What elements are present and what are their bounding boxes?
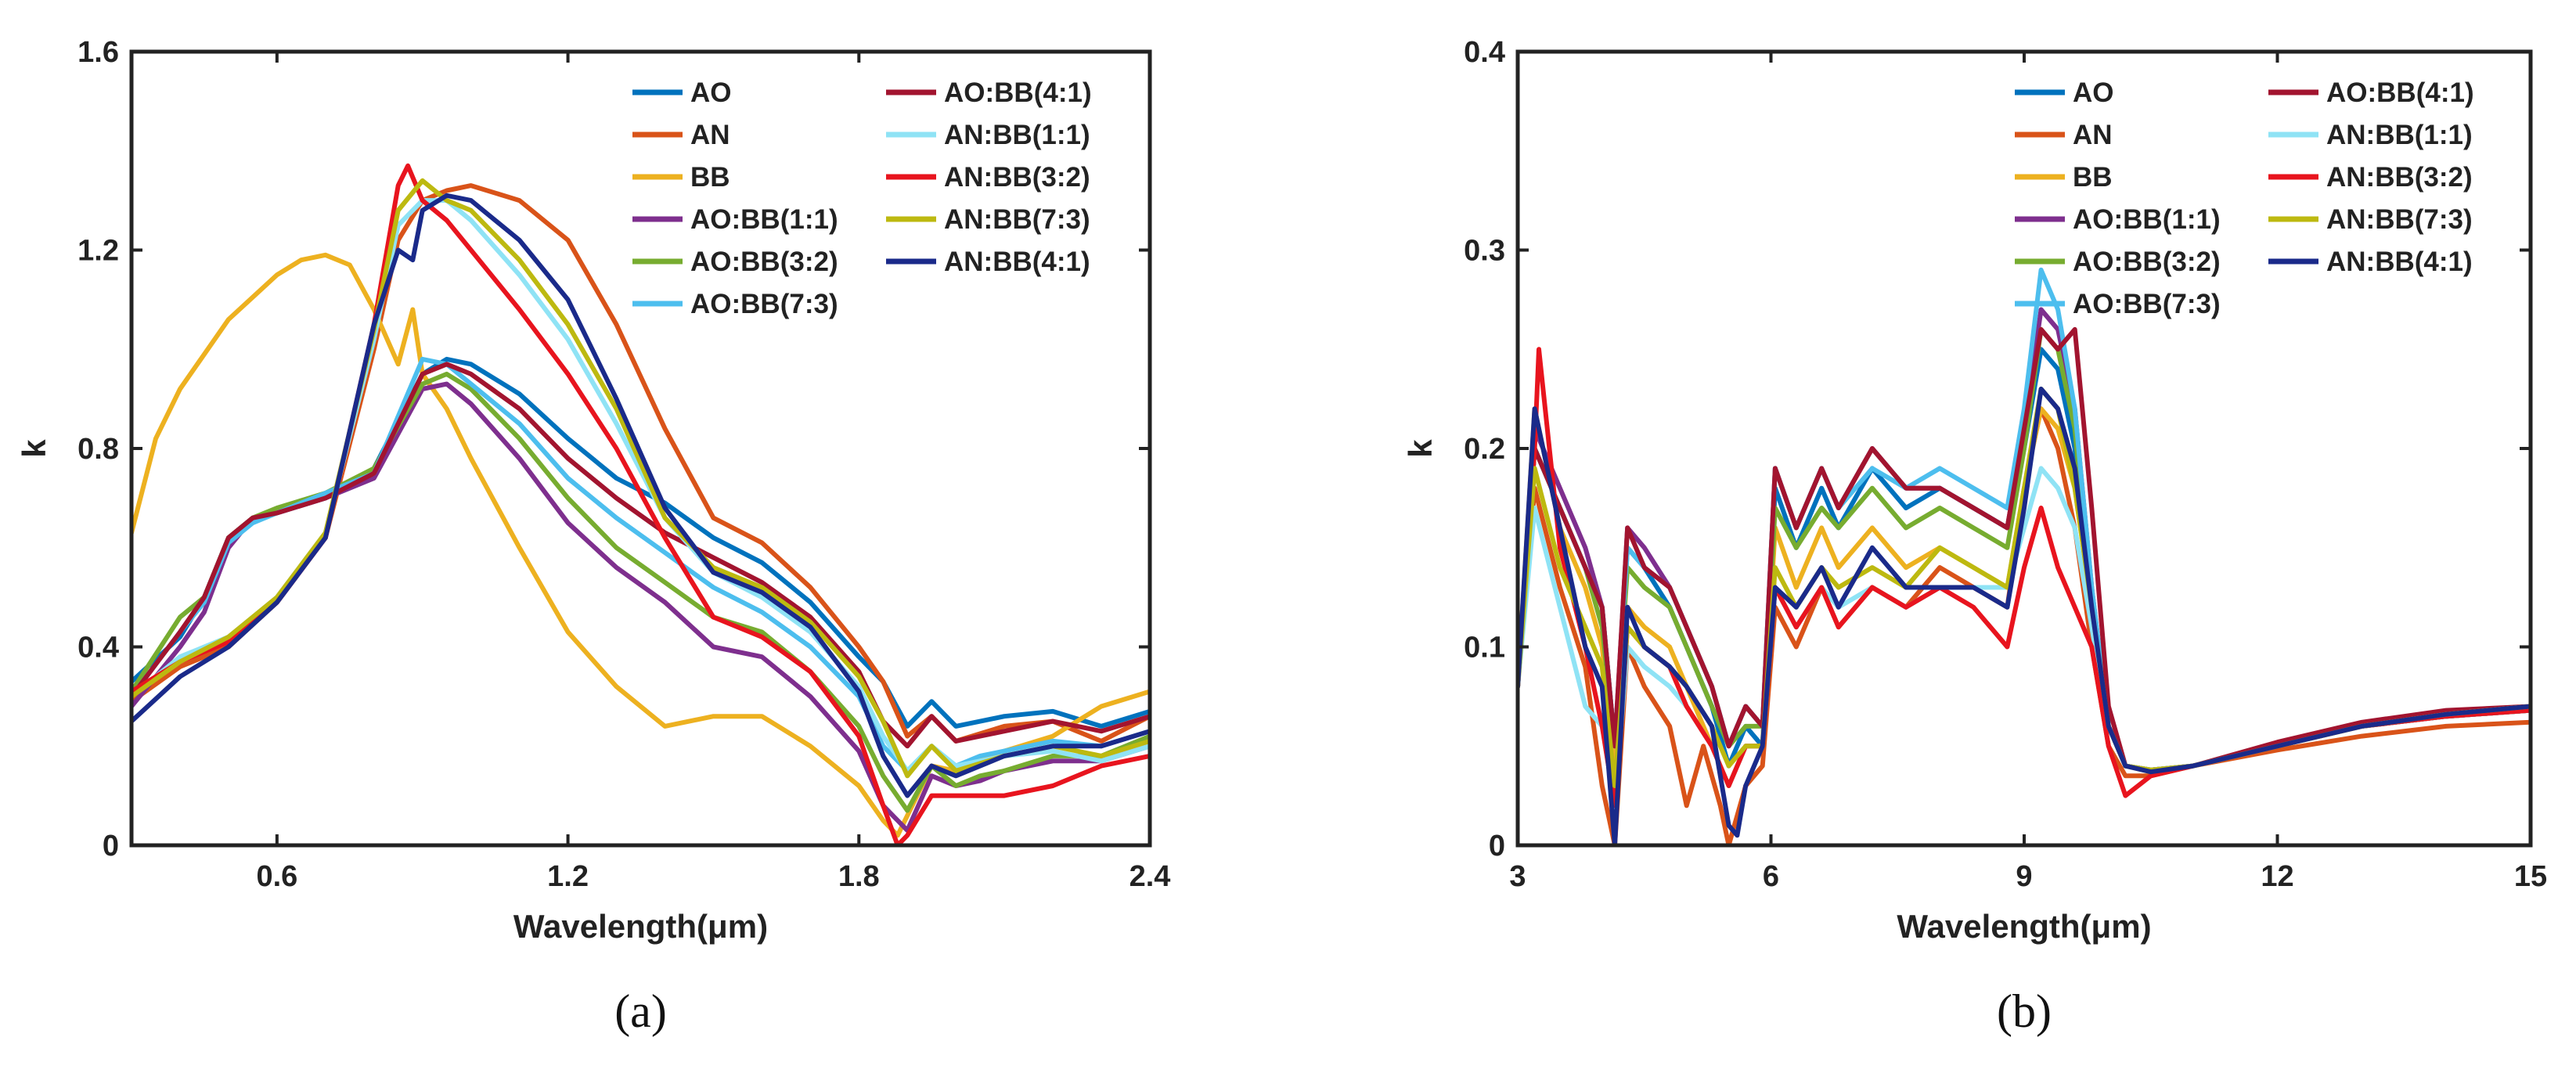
x-tick-label: 0.6 [256,860,297,893]
legend-item: AN [2015,120,2113,150]
y-tick-label: 0 [1489,830,1505,863]
y-tick-label: 0.4 [1464,36,1505,69]
series-line-ao-bb-3-2- [132,371,1150,813]
y-tick-label: 0.1 [1464,632,1505,664]
x-tick-label: 9 [2016,860,2032,893]
panel-label: (b) [1997,985,2052,1037]
legend-label: AN:BB(7:3) [944,204,1090,235]
legend-item: AN:BB(7:3) [2268,204,2473,235]
y-tick-label: 0.4 [77,632,119,664]
legend-item: AN:BB(7:3) [886,204,1090,235]
series-line-ao-bb-7-3- [132,356,1150,773]
series-line-an-bb-4-1- [1518,387,2531,845]
legend-label: AN:BB(1:1) [944,120,1090,150]
legend-label: AO:BB(1:1) [2073,204,2221,235]
legend: AO AN BB AO:BB(1:1) AO:BB(3:2) AO:BB(7:3) AO:B… [2015,77,2474,319]
y-tick-label: 1.6 [77,36,119,69]
legend-label: AO:BB(4:1) [2326,77,2474,108]
legend-label: AN:BB(3:2) [944,162,1090,193]
x-tick-label: 1.2 [547,860,589,893]
series-line-bb [132,252,1150,838]
legend-label: AN:BB(4:1) [944,247,1090,277]
series-line-ao-bb-1-1- [1518,307,2531,772]
legend-label: AO:BB(7:3) [690,289,838,319]
x-tick-label: 1.8 [838,860,880,893]
x-tick-label: 12 [2261,860,2293,893]
legend-label: AN [690,120,730,150]
legend-item: AN:BB(1:1) [2268,120,2473,150]
x-tick-label: 3 [1509,860,1526,893]
legend-label: AO:BB(3:2) [690,247,838,277]
legend-item: AO:BB(1:1) [2015,204,2221,235]
legend-item: AN:BB(3:2) [2268,162,2473,193]
y-tick-label: 0.8 [77,433,119,466]
y-axis-label: k [1402,439,1439,458]
legend-item: BB [632,162,730,193]
legend-item: AO:BB(3:2) [2015,247,2221,277]
legend-label: BB [2073,162,2113,193]
series-line-an-bb-4-1- [132,193,1150,798]
legend-label: AN:BB(7:3) [2326,204,2473,235]
legend-item: AO:BB(3:2) [632,247,838,277]
y-tick-label: 1.2 [77,235,119,268]
series-lines [1518,267,2531,845]
legend-label: AN:BB(3:2) [2326,162,2473,193]
legend: AO AN BB AO:BB(1:1) AO:BB(3:2) AO:BB(7:3) AO:B… [632,77,1092,319]
legend-label: AO:BB(4:1) [944,77,1092,108]
legend-item: AN:BB(1:1) [886,120,1090,150]
series-line-an-bb-1-1- [132,198,1150,773]
legend-label: AO [690,77,732,108]
x-tick-label: 2.4 [1129,860,1171,893]
legend-item: AO [632,77,732,108]
legend-label: AN [2073,120,2113,150]
y-axis-label: k [16,439,52,458]
legend-item: AO:BB(4:1) [2268,77,2474,108]
legend-item: AN:BB(4:1) [2268,247,2473,277]
panel-label: (a) [614,985,667,1037]
y-tick-label: 0.3 [1464,235,1505,268]
legend-label: AN:BB(4:1) [2326,247,2473,277]
legend-item: AN [632,120,730,150]
legend-item: AO:BB(7:3) [2015,289,2221,319]
legend-label: AO:BB(7:3) [2073,289,2221,319]
series-line-ao [132,356,1150,729]
legend-label: AN:BB(1:1) [2326,120,2473,150]
legend-label: AO:BB(3:2) [2073,247,2221,277]
legend-item: AO:BB(1:1) [632,204,838,235]
x-axis-label: Wavelength(μm) [1897,908,2151,945]
legend-label: BB [690,162,730,193]
chart-panel-a: 0.6 1.2 1.8 2.4 0 0.4 0.8 1.2 1.6 Wavelength(μm) k… [16,36,1170,1037]
y-tick-label: 0.2 [1464,433,1505,466]
series-lines [132,163,1150,845]
x-tick-label: 15 [2514,860,2547,893]
legend-item: AO:BB(7:3) [632,289,838,319]
legend-item: AO:BB(4:1) [886,77,1092,108]
legend-item: AN:BB(4:1) [886,247,1090,277]
legend-item: AO [2015,77,2114,108]
x-tick-label: 6 [1763,860,1779,893]
legend-item: BB [2015,162,2113,193]
legend-label: AO:BB(1:1) [690,204,838,235]
chart-panel-b: 3 6 9 12 15 0 0.1 0.2 0.3 0.4 Wavelength(μm) k (b) AO… [1402,36,2547,1037]
series-line-ao-bb-4-1- [132,362,1150,749]
x-axis-label: Wavelength(μm) [513,908,768,945]
legend-label: AO [2073,77,2114,108]
y-tick-label: 0 [103,830,119,863]
legend-item: AN:BB(3:2) [886,162,1090,193]
